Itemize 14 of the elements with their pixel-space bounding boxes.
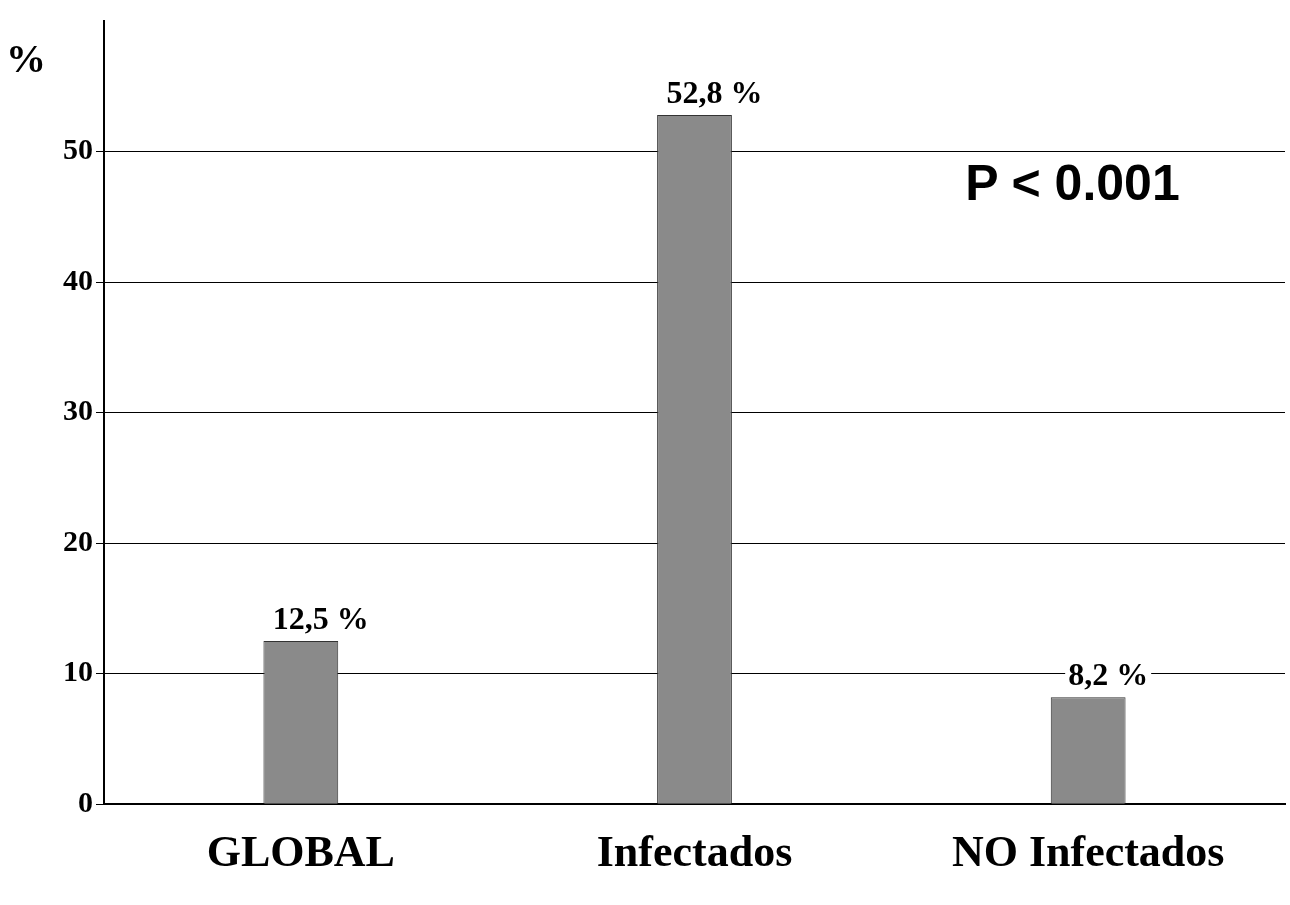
y-axis-title: % [6, 36, 46, 82]
x-tick-label: GLOBAL [206, 826, 395, 876]
y-tick-label: 0 [78, 784, 93, 818]
data-label: 12,5 % [272, 600, 369, 637]
y-tick-label: 30 [63, 393, 93, 427]
annotation: P < 0.001 [965, 154, 1180, 211]
y-tick-label: 20 [63, 523, 93, 557]
data-label: 8,2 % [1068, 656, 1149, 693]
x-tick-label: Infectados [596, 826, 793, 876]
y-tick-label: 40 [63, 262, 93, 296]
y-tick-label: 10 [63, 654, 93, 688]
x-tick-label: NO Infectados [951, 826, 1225, 876]
data-label: 52,8 % [666, 74, 763, 111]
y-tick-label: 50 [63, 132, 93, 166]
